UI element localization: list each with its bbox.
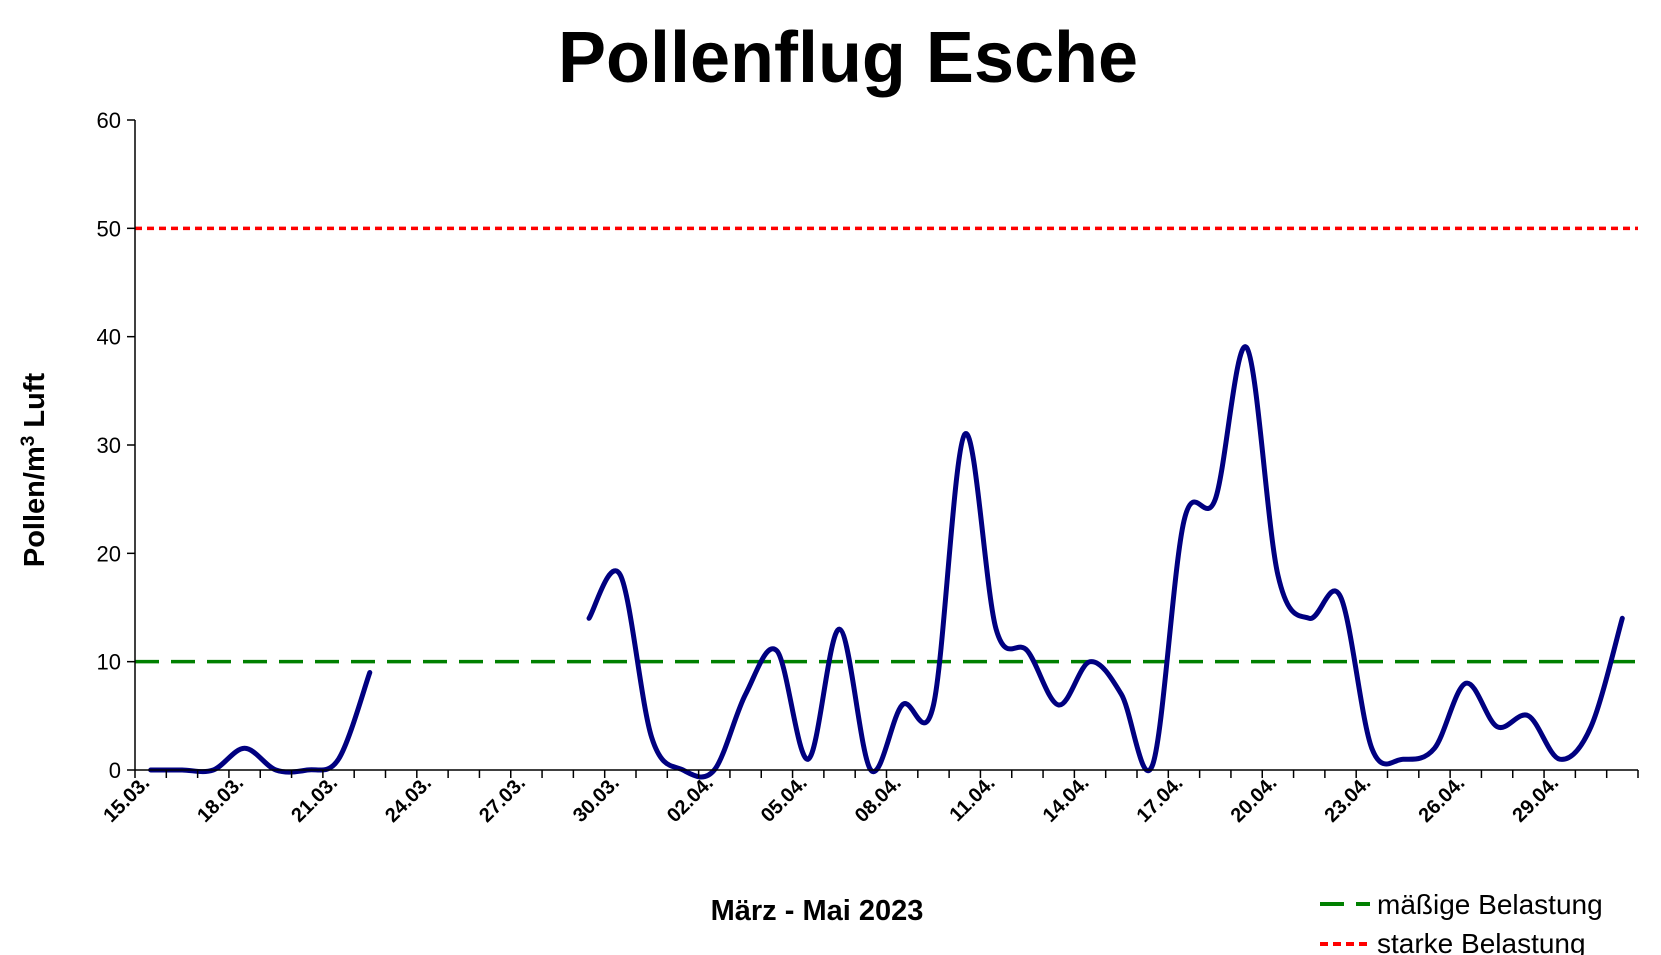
axes: 0 10 20 30 40 50 60 15.03. 18.03. 21.03. 24.03. 27.… xyxy=(97,108,1639,827)
x-tick-label: 23.04. xyxy=(1320,772,1375,827)
x-tick-label: 27.03. xyxy=(475,772,530,827)
x-tick-label: 15.03. xyxy=(99,772,154,827)
x-tick-label: 21.03. xyxy=(287,772,342,827)
y-axis-title: Pollen/m3 Luft xyxy=(18,373,51,568)
legend-label-moderate: mäßige Belastung xyxy=(1377,889,1603,920)
legend: mäßige Belastung starke Belastung xyxy=(1320,889,1603,955)
y-tick-label: 50 xyxy=(97,216,121,241)
x-tick-label: 18.03. xyxy=(193,772,248,827)
series-line xyxy=(586,344,1625,780)
reference-lines xyxy=(135,226,1638,664)
y-tick-label: 40 xyxy=(97,325,121,350)
x-tick-label: 30.03. xyxy=(569,772,624,827)
data-series xyxy=(148,344,1625,780)
y-tick-label: 60 xyxy=(97,108,121,133)
x-tick-label: 11.04. xyxy=(946,772,1000,826)
x-tick-label: 26.04. xyxy=(1414,772,1469,827)
y-tick-label: 0 xyxy=(109,758,121,783)
x-axis-title: März - Mai 2023 xyxy=(711,895,924,927)
legend-label-strong: starke Belastung xyxy=(1377,928,1586,955)
chart-title: Pollenflug Esche xyxy=(558,18,1138,98)
x-tick-label: 29.04. xyxy=(1508,772,1563,827)
series-line xyxy=(148,670,373,775)
y-tick-label: 10 xyxy=(97,650,121,675)
x-tick-label: 14.04. xyxy=(1039,772,1094,827)
x-tick-label: 02.04. xyxy=(663,772,718,827)
x-tick-label: 08.04. xyxy=(851,772,906,827)
x-tick-label: 17.04. xyxy=(1133,772,1188,827)
y-tick-label: 20 xyxy=(97,541,121,566)
x-tick-label: 24.03. xyxy=(381,772,436,827)
x-tick-label: 20.04. xyxy=(1227,772,1282,827)
x-tick-label: 05.04. xyxy=(757,772,812,827)
y-tick-label: 30 xyxy=(97,433,121,458)
